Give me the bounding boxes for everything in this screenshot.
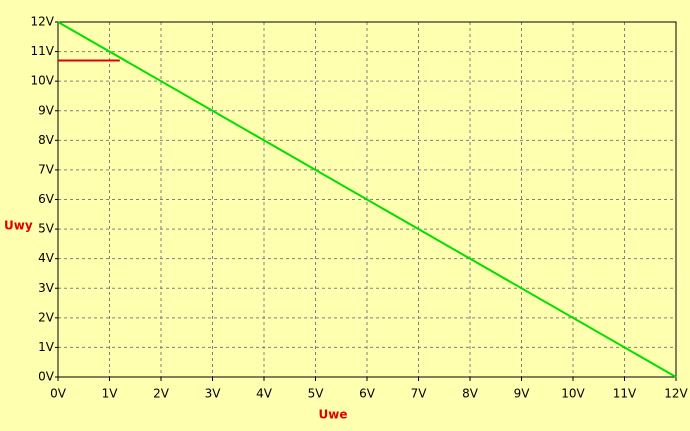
y-tick-label: 2V <box>38 310 55 324</box>
x-tick-label: 8V <box>462 387 479 401</box>
x-tick-label: 12V <box>664 387 688 401</box>
x-tick-label: 6V <box>359 387 376 401</box>
y-tick-label: 7V <box>38 162 55 176</box>
y-axis-label: Uwy <box>4 219 33 233</box>
x-tick-label: 3V <box>205 387 222 401</box>
x-tick-label: 0V <box>50 387 67 401</box>
y-tick-label: 8V <box>38 133 55 147</box>
y-tick-label: 0V <box>38 370 55 384</box>
y-tick-label: 4V <box>38 251 55 265</box>
x-tick-label: 4V <box>256 387 273 401</box>
x-tick-label: 7V <box>411 387 428 401</box>
y-tick-label: 12V <box>31 15 55 29</box>
y-tick-label: 3V <box>38 281 55 295</box>
x-tick-label: 2V <box>153 387 170 401</box>
plot-frame <box>57 21 677 378</box>
x-tick-label: 5V <box>308 387 325 401</box>
y-tick-label: 11V <box>31 44 55 58</box>
y-tick-label: 1V <box>38 340 55 354</box>
y-tick-label: 5V <box>38 222 55 236</box>
data-line <box>57 21 677 378</box>
x-tick-label: 1V <box>102 387 119 401</box>
x-axis-label: Uwe <box>319 408 348 422</box>
x-tick-label: 11V <box>613 387 637 401</box>
y-tick-label: 6V <box>38 192 55 206</box>
y-tick-label: 9V <box>38 103 55 117</box>
x-tick-label: 10V <box>561 387 585 401</box>
x-tick-label: 9V <box>514 387 531 401</box>
y-tick-label: 10V <box>31 74 55 88</box>
